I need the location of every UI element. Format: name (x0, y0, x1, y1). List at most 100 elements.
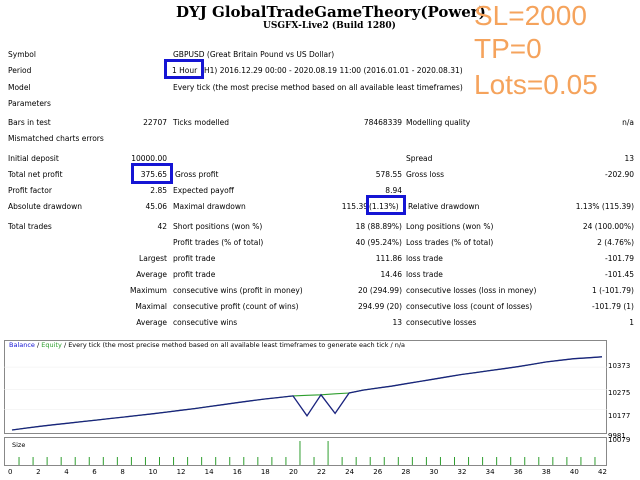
total-trades-value: 42 (157, 222, 167, 231)
size-axis-label: 9981 (608, 432, 626, 440)
initial-deposit-label: Initial deposit (8, 154, 59, 163)
x-tick-label: 22 (317, 468, 326, 476)
net-profit-value: 375.65 (140, 170, 167, 179)
expected-payoff-value: 8.94 (385, 186, 402, 195)
legend-equity: Equity (41, 341, 62, 349)
chart-legend: Balance / Equity / Every tick (the most … (9, 341, 405, 349)
ticks-value: 78468339 (363, 118, 402, 127)
x-tick-label: 18 (260, 468, 270, 476)
size-label: Size (12, 441, 26, 449)
size-chart (18, 441, 596, 465)
maximal-profit-label: consecutive profit (count of wins) (173, 302, 299, 311)
model-label: Model (8, 83, 31, 92)
x-tick-label: 32 (457, 468, 467, 476)
sl-overlay-text: SL=2000 (474, 0, 587, 31)
legend-quality: / n/a (390, 341, 406, 349)
loss-trades-value: 2 (4.76%) (597, 238, 634, 247)
x-tick-label: 30 (429, 468, 439, 476)
lots-overlay-text: Lots=0.05 (474, 69, 598, 100)
average-loss-value: -101.45 (605, 270, 634, 279)
gross-profit-label: Gross profit (175, 170, 219, 179)
period-value: H1) 2016.12.29 00:00 - 2020.08.19 11:00 … (204, 66, 463, 75)
spread-label: Spread (406, 154, 433, 163)
x-tick-label: 38 (541, 468, 551, 476)
short-positions-value: 18 (88.89%) (355, 222, 402, 231)
symbol-value: GBPUSD (Great Britain Pound vs US Dollar… (173, 50, 335, 59)
max-cons-wins-label: consecutive wins (profit in money) (173, 286, 303, 295)
spread-value: 13 (624, 154, 634, 163)
report-subtitle: USGFX-Live2 (Build 1280) (263, 21, 396, 31)
x-tick-label: 14 (204, 468, 214, 476)
x-tick-label: 40 (569, 468, 579, 476)
maximal-loss-label: consecutive loss (count of losses) (406, 302, 533, 311)
x-tick-label: 20 (288, 468, 298, 476)
max-cons-losses-value: 1 (-101.79) (592, 286, 634, 295)
model-value: Every tick (the most precise method base… (173, 83, 463, 92)
gross-profit-value: 578.55 (375, 170, 402, 179)
long-positions-value: 24 (100.00%) (582, 222, 634, 231)
x-tick-label: 2 (36, 468, 41, 476)
net-profit-highlight-box (131, 163, 173, 184)
maximal-drawdown-pct: (1.13%) (369, 202, 399, 211)
avg-cons-wins-label: consecutive wins (173, 318, 238, 327)
y-tick-label: 10275 (608, 389, 631, 397)
largest-profit-value: 111.86 (375, 254, 402, 263)
quality-value: n/a (622, 118, 634, 127)
x-tick-label: 0 (8, 468, 13, 476)
symbol-label: Symbol (8, 50, 36, 59)
x-tick-label: 36 (513, 468, 523, 476)
report-title: DYJ GlobalTradeGameTheory(Power) (176, 3, 486, 21)
long-positions-label: Long positions (won %) (406, 222, 494, 231)
x-tick-label: 10 (148, 468, 158, 476)
average-loss-label: loss trade (406, 270, 443, 279)
y-tick-label: 10079 (608, 436, 631, 444)
x-tick-label: 6 (92, 468, 97, 476)
max-cons-losses-label: consecutive losses (loss in money) (406, 286, 537, 295)
largest-label: Largest (139, 254, 167, 263)
average-profit-value: 14.46 (380, 270, 402, 279)
largest-loss-value: -101.79 (605, 254, 634, 263)
gross-loss-value: -202.90 (605, 170, 634, 179)
short-positions-label: Short positions (won %) (173, 222, 263, 231)
maximal-profit-value: 294.99 (20) (357, 302, 402, 311)
ticks-label: Ticks modelled (173, 118, 230, 127)
x-tick-label: 8 (120, 468, 125, 476)
initial-deposit-value: 10000.00 (131, 154, 167, 163)
balance-line (11, 356, 603, 431)
gross-loss-label: Gross loss (406, 170, 445, 179)
maximum-label: Maximum (130, 286, 167, 295)
x-tick-label: 24 (345, 468, 355, 476)
y-tick-label: 10373 (608, 362, 631, 370)
profit-trades-label: Profit trades (% of total) (173, 238, 264, 247)
legend-separator: / (37, 341, 40, 349)
bars-label: Bars in test (8, 118, 51, 127)
balance-chart (4, 356, 607, 431)
average-label: Average (136, 270, 167, 279)
average2-label: Average (136, 318, 167, 327)
tp-overlay-text: TP=0 (474, 33, 542, 64)
period-label: Period (8, 66, 32, 75)
maximal-drawdown-value: 115.39 (341, 202, 368, 211)
parameters-label: Parameters (8, 99, 51, 108)
x-tick-label: 12 (176, 468, 186, 476)
relative-drawdown-label: Relative drawdown (408, 202, 480, 211)
x-tick-label: 4 (64, 468, 69, 476)
quality-label: Modelling quality (406, 118, 471, 127)
expected-payoff-label: Expected payoff (173, 186, 234, 195)
period-highlight-value: 1 Hour (172, 66, 198, 75)
avg-cons-wins-value: 13 (392, 318, 402, 327)
balance-chart-frame (4, 340, 607, 434)
profit-factor-label: Profit factor (8, 186, 52, 195)
maximal-label: Maximal (135, 302, 167, 311)
largest-profit-label: profit trade (173, 254, 216, 263)
bars-value: 22707 (143, 118, 167, 127)
x-tick-label: 16 (232, 468, 242, 476)
maximal-drawdown-label: Maximal drawdown (173, 202, 246, 211)
max-cons-wins-value: 20 (294.99) (357, 286, 402, 295)
total-trades-label: Total trades (8, 222, 52, 231)
relative-drawdown-value: 1.13% (115.39) (575, 202, 634, 211)
average-profit-label: profit trade (173, 270, 216, 279)
avg-cons-losses-label: consecutive losses (406, 318, 477, 327)
legend-description: / Every tick (the most precise method ba… (63, 341, 389, 349)
x-tick-label: 34 (485, 468, 495, 476)
